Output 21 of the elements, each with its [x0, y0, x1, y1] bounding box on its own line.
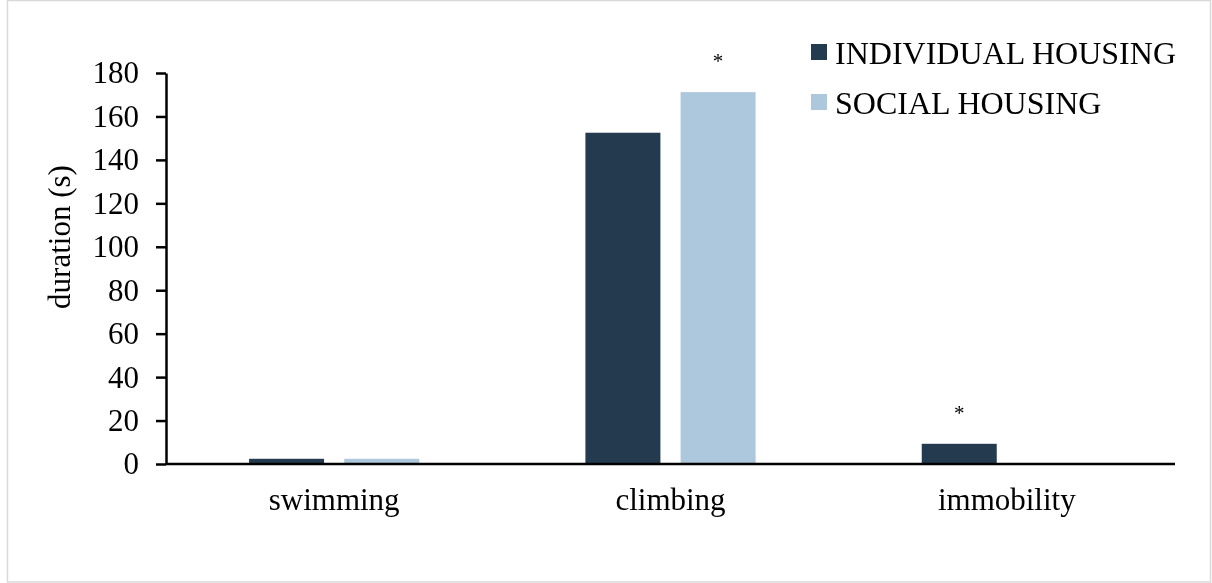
y-tick-label: 160 [92, 98, 139, 134]
legend-label: SOCIAL HOUSING [835, 85, 1102, 121]
bar [680, 92, 756, 464]
x-tick-label: swimming [268, 482, 400, 517]
y-tick-label: 40 [108, 359, 139, 395]
data-label: * [712, 49, 724, 74]
x-tick-label: climbing [615, 482, 726, 517]
y-tick-label: 20 [108, 402, 139, 438]
y-axis-title: duration (s) [42, 165, 77, 309]
y-tick-label: 0 [123, 446, 139, 482]
data-label: * [953, 400, 965, 425]
bar [585, 132, 661, 464]
y-tick-label: 100 [92, 229, 139, 265]
y-tick-label: 140 [92, 142, 139, 178]
x-tick-label: immobility [937, 482, 1077, 517]
bar [921, 443, 997, 464]
y-tick-label: 80 [108, 272, 139, 308]
legend-label: INDIVIDUAL HOUSING [835, 35, 1176, 71]
y-tick-label: 180 [92, 55, 139, 91]
y-tick-label: 60 [108, 316, 139, 352]
y-tick-label: 120 [92, 185, 139, 221]
